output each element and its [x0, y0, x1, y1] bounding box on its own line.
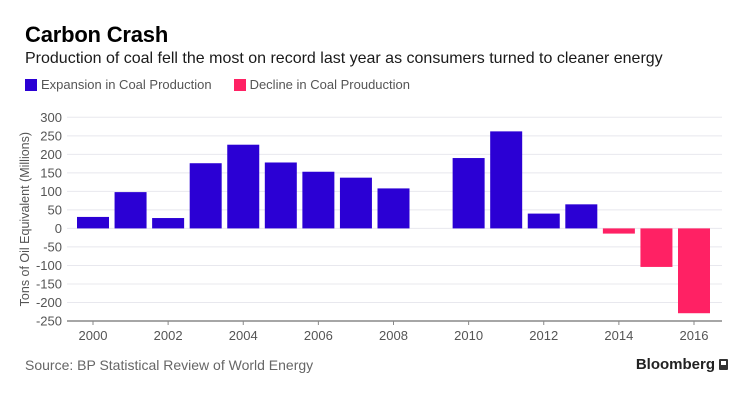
bar-2007: [339, 177, 372, 229]
y-tick-label: -250: [36, 314, 62, 329]
bar-2015: [640, 228, 673, 267]
y-tick-label: 250: [40, 128, 62, 143]
x-tick-label: 2014: [604, 328, 633, 343]
x-tick-label: 2010: [454, 328, 483, 343]
x-tick-label: 2008: [379, 328, 408, 343]
brand-logo: Bloomberg: [636, 356, 728, 373]
y-tick-label: -100: [36, 258, 62, 273]
bar-2005: [264, 162, 297, 229]
y-tick-label: -50: [43, 239, 62, 254]
y-tick-label: -150: [36, 276, 62, 291]
bar-2001: [114, 192, 147, 229]
legend-label-expansion: Expansion in Coal Production: [41, 77, 212, 92]
y-tick-label: 100: [40, 184, 62, 199]
y-tick-label: 150: [40, 165, 62, 180]
bar-2003: [189, 163, 222, 229]
y-tick-label: 200: [40, 147, 62, 162]
y-tick-label: 0: [55, 221, 62, 236]
bar-2011: [490, 131, 523, 229]
x-tick-label: 2000: [79, 328, 108, 343]
bar-2010: [452, 158, 485, 229]
y-axis-label: Tons of Oil Equivalent (Millions): [18, 132, 32, 306]
legend-swatch-decline: [233, 78, 246, 91]
bar-2000: [77, 216, 109, 229]
bar-2004: [227, 144, 260, 229]
x-tick-label: 2012: [529, 328, 558, 343]
bar-2012: [527, 213, 560, 229]
bar-2006: [302, 171, 335, 229]
y-tick-label: -200: [36, 295, 62, 310]
x-tick-label: 2004: [229, 328, 258, 343]
bar-2016: [678, 228, 710, 314]
bar-2008: [377, 188, 410, 229]
brand-name: Bloomberg: [635, 356, 715, 373]
legend-item-decline: Decline in Coal Prouduction: [233, 77, 410, 92]
chart-subtitle: Production of coal fell the most on reco…: [25, 50, 663, 67]
bar-2013: [565, 204, 598, 229]
x-tick-label: 2002: [154, 328, 183, 343]
legend-swatch-expansion: [25, 78, 37, 91]
bar-2002: [152, 218, 185, 229]
y-tick-label: 50: [48, 202, 62, 217]
y-tick-label: 300: [40, 110, 62, 125]
bloomberg-terminal-icon: [719, 359, 728, 370]
chart-title: Carbon Crash: [25, 22, 169, 47]
x-tick-label: 2016: [680, 328, 709, 343]
source-note: Source: BP Statistical Review of World E…: [25, 357, 314, 373]
legend-item-expansion: Expansion in Coal Production: [25, 77, 212, 92]
legend: Expansion in Coal Production Decline in …: [25, 77, 432, 92]
legend-label-decline: Decline in Coal Prouduction: [249, 77, 410, 92]
x-tick-label: 2006: [304, 328, 333, 343]
bar-2014: [602, 228, 635, 234]
